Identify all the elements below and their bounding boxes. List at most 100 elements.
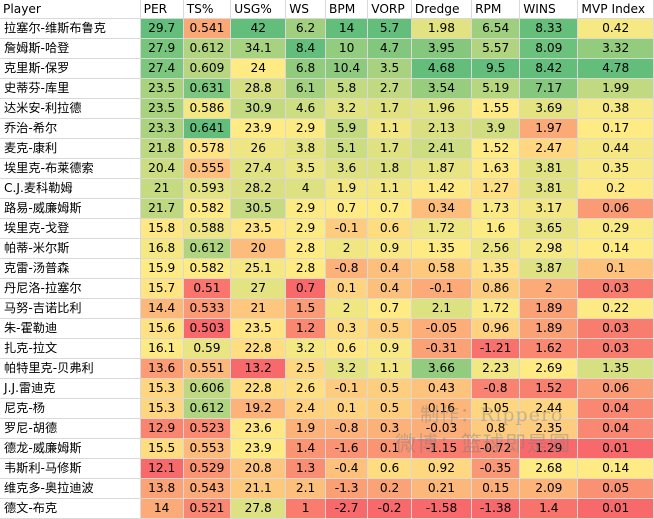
table-row[interactable]: 尼克-杨 15.3 0.612 19.2 2.4 0.1 0.5 0.16 1.05 2.44 0.… [0,398,654,419]
stat-cell[interactable]: 0.5 [367,318,412,339]
stat-cell[interactable]: 3.9 [471,118,521,139]
stat-cell[interactable]: 3.87 [519,258,579,279]
stat-cell[interactable]: 28.8 [230,78,287,99]
col-header-usg[interactable]: USG% [230,0,287,19]
stat-cell[interactable]: 2.8 [285,238,326,259]
col-header-player[interactable]: Player [0,0,141,19]
stat-cell[interactable]: 22.8 [230,338,287,359]
player-name-cell[interactable]: 达米安-利拉德 [0,98,141,119]
stat-cell[interactable]: 2 [325,238,369,259]
stat-cell[interactable]: 16.1 [140,338,184,359]
player-name-cell[interactable]: 德龙-威廉姆斯 [0,438,141,459]
stat-cell[interactable]: 0.05 [577,478,654,499]
stat-cell[interactable]: 0.38 [577,98,654,119]
stat-cell[interactable]: 4.68 [411,58,473,79]
stat-cell[interactable]: 1 [285,498,326,519]
stat-cell[interactable]: 3.54 [411,78,473,99]
player-name-cell[interactable]: 丹尼洛-拉塞尔 [0,278,141,299]
player-name-cell[interactable]: 路易-威廉姆斯 [0,198,141,219]
stat-cell[interactable]: 1.97 [519,118,579,139]
stat-cell[interactable]: 1.72 [471,298,521,319]
stat-cell[interactable]: 4.7 [367,38,412,59]
stat-cell[interactable]: 0.29 [577,218,654,239]
stat-cell[interactable]: 1.7 [367,138,412,159]
stat-cell[interactable]: 0.593 [183,178,232,199]
stat-cell[interactable]: 0.2 [577,178,654,199]
stat-cell[interactable]: 21.7 [140,198,184,219]
table-row[interactable]: 维克多-奥拉迪波 13.8 0.543 21.1 2.1 -1.3 0.2 0.21 0.15 2… [0,478,654,499]
stat-cell[interactable]: -0.1 [325,218,369,239]
stat-cell[interactable]: 2.1 [285,478,326,499]
table-row[interactable]: 朱-霍勒迪 15.6 0.503 23.5 1.2 0.3 0.5 -0.05 0.96 1.89… [0,318,654,339]
stat-cell[interactable]: -0.8 [471,378,521,399]
stat-cell[interactable]: 23.6 [230,418,287,439]
stat-cell[interactable]: -0.1 [325,378,369,399]
stat-cell[interactable]: 1.42 [411,178,473,199]
stat-cell[interactable]: 15.6 [140,318,184,339]
stat-cell[interactable]: 0.15 [471,478,521,499]
stat-cell[interactable]: 0.04 [577,398,654,419]
stat-cell[interactable]: 26 [230,138,287,159]
stat-cell[interactable]: 2.6 [285,378,326,399]
stat-cell[interactable]: 0.58 [411,258,473,279]
stat-cell[interactable]: 2.1 [411,298,473,319]
player-name-cell[interactable]: 埃里克-布莱德索 [0,158,141,179]
col-header-wins[interactable]: WINS [519,0,579,19]
stat-cell[interactable]: 3.66 [411,358,473,379]
stat-cell[interactable]: 5.57 [471,38,521,59]
stat-cell[interactable]: 42 [230,18,287,39]
player-name-cell[interactable]: 拉塞尔-维斯布鲁克 [0,18,141,39]
stat-cell[interactable]: 13.6 [140,358,184,379]
table-row[interactable]: 拉塞尔-维斯布鲁克 29.7 0.541 42 6.2 14 5.7 1.98 6.54 8.33… [0,18,654,39]
stat-cell[interactable]: 2.68 [519,458,579,479]
stat-cell[interactable]: 0.541 [183,18,232,39]
stat-cell[interactable]: 3.5 [285,158,326,179]
stat-cell[interactable]: 23.5 [230,218,287,239]
stat-cell[interactable]: 3.2 [285,338,326,359]
player-name-cell[interactable]: J.J.雷迪克 [0,378,141,399]
stat-cell[interactable]: 15.3 [140,378,184,399]
table-row[interactable]: 扎克-拉文 16.1 0.59 22.8 3.2 0.6 0.9 -0.31 -1.21 1.62… [0,338,654,359]
stat-cell[interactable]: 3.69 [519,98,579,119]
stat-cell[interactable]: 0.59 [183,338,232,359]
stat-cell[interactable]: 23.5 [140,78,184,99]
stat-cell[interactable]: 0.586 [183,98,232,119]
table-row[interactable]: 乔治-希尔 23.3 0.641 23.9 2.9 5.9 1.1 2.13 3.9 1.97 0.… [0,118,654,139]
stat-cell[interactable]: 1.96 [411,98,473,119]
stat-cell[interactable]: 5.7 [367,18,412,39]
stat-cell[interactable]: 23.9 [230,438,287,459]
stat-cell[interactable]: 12.1 [140,458,184,479]
stat-cell[interactable]: 27 [230,278,287,299]
stat-cell[interactable]: -0.1 [411,278,473,299]
stat-cell[interactable]: 14.4 [140,298,184,319]
table-row[interactable]: C.J.麦科勒姆 21 0.593 28.2 4 1.9 1.1 1.42 1.27 3.81 0.… [0,178,654,199]
stat-cell[interactable]: -0.8 [325,418,369,439]
col-header-dredge[interactable]: Dredge [411,0,473,19]
stat-cell[interactable]: 5.19 [471,78,521,99]
stat-cell[interactable]: 2.9 [285,218,326,239]
stat-cell[interactable]: -1.3 [325,478,369,499]
stat-cell[interactable]: 0.553 [183,438,232,459]
stat-cell[interactable]: 27.4 [140,58,184,79]
stat-cell[interactable]: 2.8 [285,258,326,279]
stat-cell[interactable]: 21.1 [230,478,287,499]
col-header-ws[interactable]: WS [285,0,326,19]
stat-cell[interactable]: 1.29 [519,438,579,459]
stat-cell[interactable]: 0.17 [577,118,654,139]
stat-cell[interactable]: 0.529 [183,458,232,479]
table-row[interactable]: 埃里克-戈登 15.8 0.588 23.5 2.9 -0.1 0.6 1.72 1.6 3.65… [0,218,654,239]
table-row[interactable]: 韦斯利-马修斯 12.1 0.529 20.8 1.3 -0.4 0.6 0.92 -0.35 2… [0,458,654,479]
stat-cell[interactable]: 0.14 [577,458,654,479]
stat-cell[interactable]: 2.9 [285,118,326,139]
stat-cell[interactable]: 1.62 [519,338,579,359]
stat-cell[interactable]: 0.9 [367,238,412,259]
stat-cell[interactable]: 2.9 [285,198,326,219]
stat-cell[interactable]: 2.41 [411,138,473,159]
player-name-cell[interactable]: 扎克-拉文 [0,338,141,359]
stat-cell[interactable]: 0.523 [183,418,232,439]
stat-cell[interactable]: 20 [230,238,287,259]
stat-cell[interactable]: 15.8 [140,218,184,239]
stat-cell[interactable]: 1.87 [411,158,473,179]
stat-cell[interactable]: 0.43 [411,378,473,399]
stat-cell[interactable]: 27.4 [230,158,287,179]
